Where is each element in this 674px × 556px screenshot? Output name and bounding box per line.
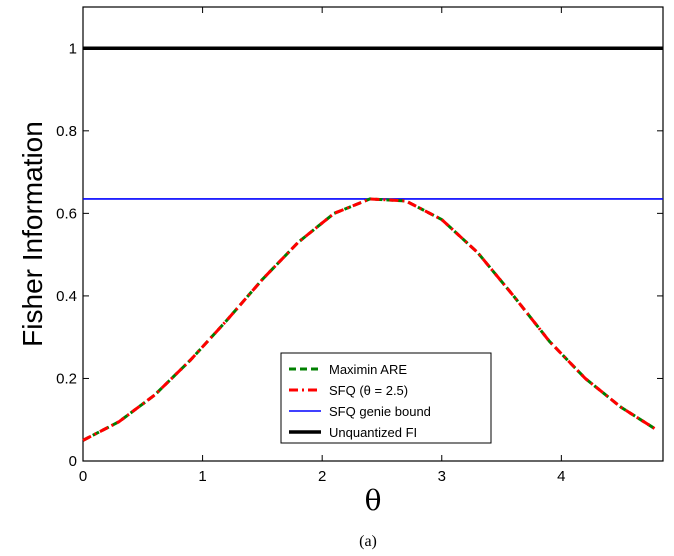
y-tick-label: 0 (69, 453, 77, 470)
y-tick-label: 1 (69, 40, 77, 57)
y-tick-label: 0.6 (56, 205, 77, 222)
legend-label: Maximin ARE (329, 362, 407, 377)
x-tick-label: 4 (557, 468, 565, 485)
series-line-1 (82, 197, 658, 442)
x-tick-label: 1 (198, 468, 206, 485)
plot-area-frame (82, 6, 664, 462)
legend-label: SFQ genie bound (329, 404, 431, 419)
x-axis-label: θ (365, 484, 382, 517)
x-tick-label: 3 (438, 468, 446, 485)
y-tick-label: 0.4 (56, 288, 77, 305)
y-tick-label: 0.8 (56, 123, 77, 140)
y-tick-label: 0.2 (56, 370, 77, 387)
figure-caption: (a) (359, 533, 377, 550)
legend-label: Unquantized FI (329, 425, 417, 440)
legend: Maximin ARE SFQ (θ = 2.5) SFQ genie bound U… (280, 352, 492, 444)
x-tick-label: 2 (318, 468, 326, 485)
legend-label: SFQ (θ = 2.5) (329, 383, 408, 398)
x-tick-label: 0 (79, 468, 87, 485)
series-line-0 (82, 197, 658, 442)
y-axis-label: Fisher Information (17, 121, 48, 347)
